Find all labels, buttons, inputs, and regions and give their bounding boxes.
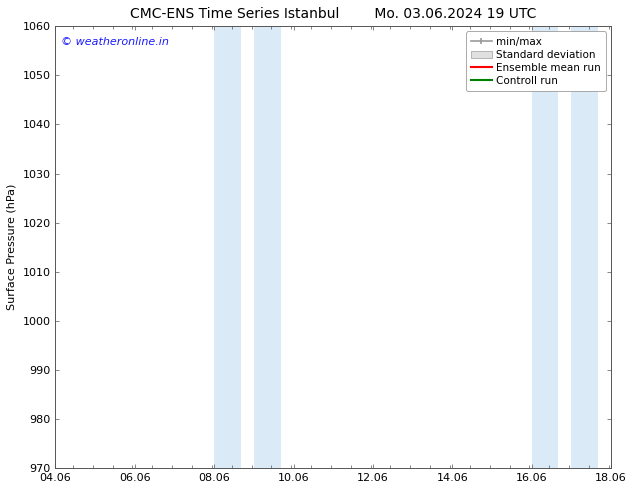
- Title: CMC-ENS Time Series Istanbul        Mo. 03.06.2024 19 UTC: CMC-ENS Time Series Istanbul Mo. 03.06.2…: [130, 7, 536, 21]
- Bar: [532, 26, 559, 468]
- Bar: [254, 26, 280, 468]
- Legend: min/max, Standard deviation, Ensemble mean run, Controll run: min/max, Standard deviation, Ensemble me…: [466, 31, 606, 91]
- Bar: [214, 26, 241, 468]
- Text: © weatheronline.in: © weatheronline.in: [61, 37, 169, 48]
- Y-axis label: Surface Pressure (hPa): Surface Pressure (hPa): [7, 184, 17, 311]
- Bar: [571, 26, 598, 468]
